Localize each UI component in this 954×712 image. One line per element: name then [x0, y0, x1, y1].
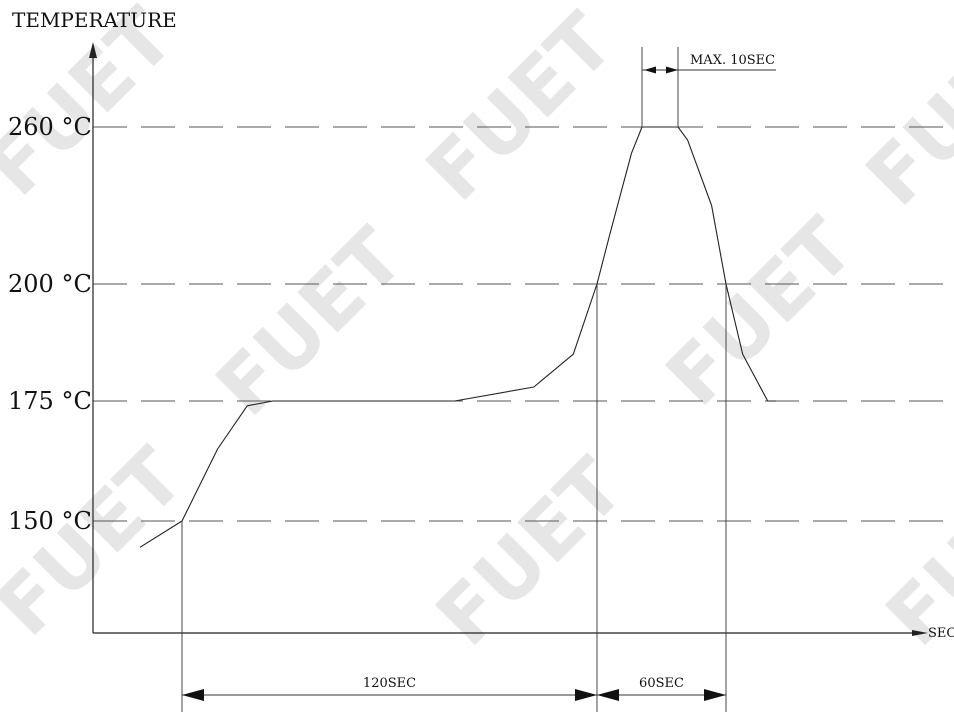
dimension-arrowhead: [704, 689, 726, 701]
dimension-arrowhead: [182, 689, 204, 701]
dimension-label-max-10sec: MAX. 10SEC: [690, 53, 775, 68]
dimension-label-60sec: 60SEC: [639, 676, 684, 691]
y-tick-label-200: 200 °C: [8, 270, 92, 298]
temperature-profile-line: [139, 126, 776, 548]
watermark-text: FUET: [850, 2, 954, 223]
watermark-text: FUET: [200, 212, 421, 433]
y-tick-label-260: 260 °C: [8, 113, 92, 141]
watermark-text: FUET: [0, 432, 201, 653]
reference-lines: [93, 126, 948, 522]
x-axis-arrowhead: [912, 630, 928, 636]
profile-curve: [139, 126, 776, 548]
axis-labels: TEMPERATURE SEC 150 °C 175 °C 200 °C 260 °C: [8, 8, 954, 641]
watermark-text: FUET: [0, 0, 191, 213]
x-axis-title: SEC: [928, 626, 954, 641]
dimension-arrowhead: [597, 689, 619, 701]
watermark-text: FUET: [650, 202, 871, 423]
watermark-text: FUET: [420, 442, 641, 663]
dimension-arrowhead: [644, 66, 656, 74]
dimension-annotations: 120SEC 60SEC MAX. 10SEC: [181, 47, 776, 712]
dimension-arrowhead: [666, 66, 678, 74]
watermark-text: FUET: [410, 0, 631, 218]
y-tick-label-175: 175 °C: [8, 387, 92, 415]
y-axis-title: TEMPERATURE: [12, 8, 177, 32]
y-axis-arrowhead: [89, 42, 97, 58]
dimension-label-120sec: 120SEC: [363, 676, 416, 691]
axes: [89, 42, 928, 636]
y-tick-label-150: 150 °C: [8, 507, 92, 535]
dimension-arrowhead: [575, 689, 597, 701]
